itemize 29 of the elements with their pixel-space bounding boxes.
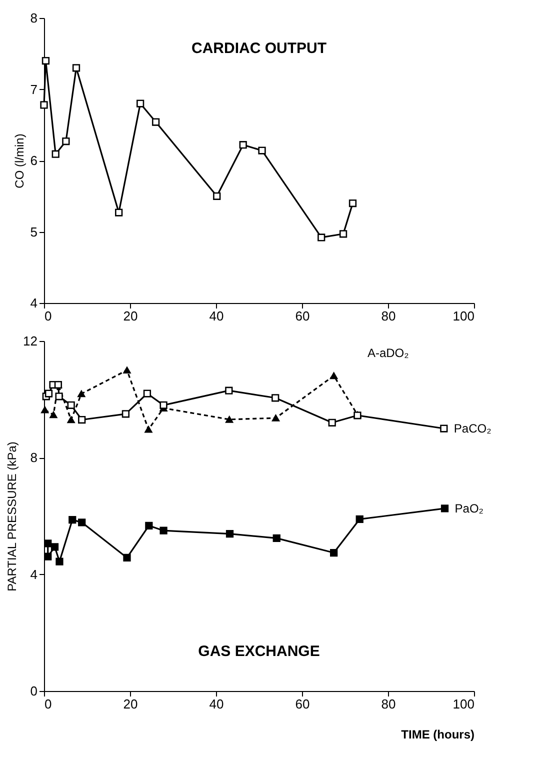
- y-tick-label: 0: [30, 684, 38, 698]
- series-label: PaO₂: [454, 501, 484, 516]
- x-tick-label: 80: [381, 696, 396, 712]
- y-tick-label: 6: [30, 153, 38, 168]
- x-tick-label: 20: [123, 308, 138, 324]
- x-tick-label: 60: [295, 696, 310, 712]
- y-tick-label: 4: [30, 296, 38, 310]
- x-tick-label: 40: [209, 308, 224, 324]
- x-axis-title: TIME (hours): [401, 728, 474, 742]
- x-tick-label: 80: [381, 308, 396, 324]
- x-tick-label: 0: [44, 696, 52, 712]
- x-tick-label: 100: [452, 308, 474, 324]
- x-tick-label: 0: [44, 308, 52, 324]
- x-tick-label: 40: [209, 696, 224, 712]
- text: A-aDO₂: [367, 346, 410, 360]
- series-label: PaCO₂: [454, 422, 492, 436]
- x-tick-label: 100: [452, 696, 474, 712]
- y-tick-label: 8: [30, 450, 38, 466]
- x-tick-label: 60: [295, 308, 310, 324]
- text: CARDIAC OUTPUT: [192, 40, 326, 57]
- y-tick-label: 7: [30, 82, 38, 97]
- y-tick-label: 8: [30, 10, 38, 26]
- y-tick-label: 4: [30, 566, 38, 582]
- y-axis-title: PARTIAL PRESSURE (kPa): [5, 442, 20, 592]
- y-tick-label: 5: [30, 224, 38, 240]
- x-tick-label: 20: [123, 696, 138, 712]
- text: GAS EXCHANGE: [198, 643, 320, 660]
- y-axis-title: CO (l/min): [12, 134, 26, 188]
- y-tick-label: 12: [23, 334, 38, 348]
